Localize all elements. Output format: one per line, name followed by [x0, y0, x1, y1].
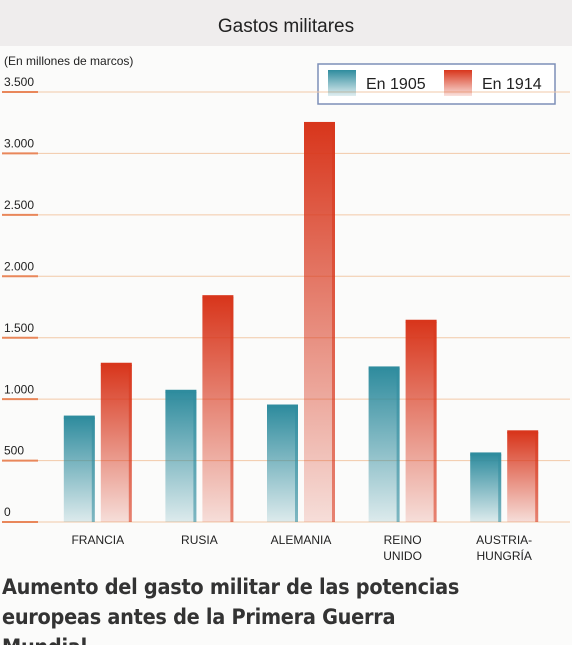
caption: Aumento del gasto militar de las potenci… — [2, 575, 460, 645]
chart-title: Gastos militares — [218, 16, 354, 37]
y-tick-label: 2.000 — [4, 259, 34, 273]
bar-cap — [304, 121, 335, 125]
bar — [507, 432, 539, 522]
bar — [368, 368, 400, 522]
legend-swatch — [444, 70, 472, 96]
y-tick-label: 1.500 — [4, 321, 34, 335]
bar — [470, 454, 502, 522]
x-tick-label: AUSTRIA-HUNGRÍA — [476, 533, 533, 563]
bar-edge — [295, 406, 298, 522]
bar — [63, 417, 95, 522]
chart-subtitle: (En millones de marcos) — [4, 54, 133, 68]
bar-edge — [535, 432, 539, 522]
y-tick-label: 1.000 — [4, 382, 34, 396]
bar-cap — [405, 319, 437, 323]
bar-cap — [63, 415, 95, 419]
bar — [267, 406, 298, 522]
bar-cap — [470, 452, 502, 456]
bar — [165, 391, 197, 522]
bar — [100, 364, 132, 522]
bar-edge — [91, 417, 95, 522]
bar — [202, 297, 234, 522]
legend-label: En 1905 — [366, 76, 426, 93]
y-tick-label: 2.500 — [4, 198, 34, 212]
bar-cap — [267, 404, 298, 408]
legend-swatch — [328, 70, 356, 96]
bar — [304, 123, 335, 522]
x-tick-label: REINO UNIDO — [383, 533, 422, 563]
bar-cap — [507, 430, 539, 434]
bar-edge — [396, 368, 400, 522]
y-tick-label: 500 — [4, 444, 24, 458]
bar — [405, 321, 437, 522]
x-tick-label: ALEMANIA — [270, 533, 332, 547]
y-tick-label: 3.000 — [4, 137, 34, 151]
bar-cap — [202, 295, 234, 299]
bar-edge — [332, 123, 335, 522]
title-band — [0, 0, 572, 46]
bar-edge — [498, 454, 502, 522]
legend-box — [317, 63, 556, 105]
y-tick-label: 3.500 — [4, 75, 34, 89]
bar-edge — [230, 297, 234, 522]
bar-cap — [100, 362, 132, 366]
bar-cap — [368, 366, 400, 370]
x-tick-label: FRANCIA — [71, 533, 125, 547]
bar-edge — [128, 364, 132, 522]
x-tick-label: RUSIA — [181, 533, 218, 547]
bar-cap — [165, 389, 197, 393]
y-tick-label: 0 — [4, 505, 11, 519]
bar-edge — [433, 321, 437, 522]
bar-edge — [193, 391, 197, 522]
legend-label: En 1914 — [482, 76, 542, 93]
